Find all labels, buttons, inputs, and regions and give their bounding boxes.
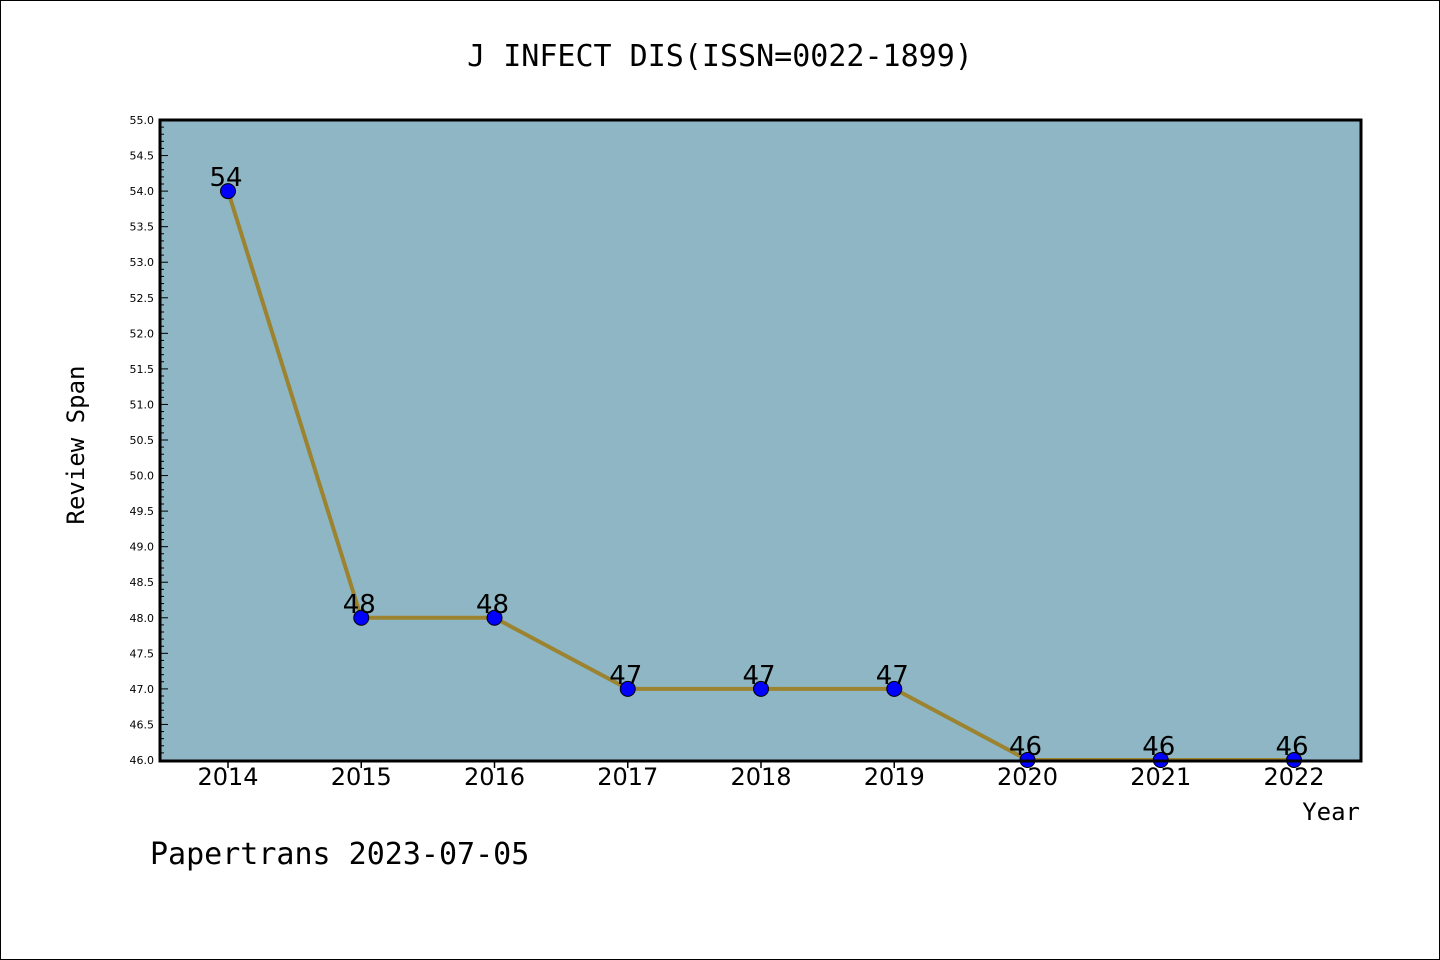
y-tick-label: 55.0 — [130, 114, 155, 127]
y-tick-label: 49.0 — [130, 541, 155, 554]
data-point-label: 54 — [209, 163, 242, 193]
chart-title: J INFECT DIS(ISSN=0022-1899) — [467, 39, 973, 74]
data-point-label: 47 — [876, 661, 909, 691]
data-point-label: 47 — [742, 661, 775, 691]
data-point-marker — [619, 680, 636, 697]
y-tick-label: 51.0 — [130, 398, 155, 411]
x-tick-label: 2018 — [730, 763, 791, 791]
plot-border — [158, 118, 1363, 763]
y-tick-label: 54.0 — [130, 185, 155, 198]
data-point-label: 48 — [476, 590, 509, 620]
data-point-marker — [353, 609, 370, 626]
x-tick-label: 2014 — [197, 763, 258, 791]
y-tick-label: 51.5 — [130, 363, 155, 376]
footer-credit: Papertrans 2023-07-05 — [150, 837, 529, 872]
plot-area — [160, 120, 1361, 761]
y-tick-label: 50.0 — [130, 470, 155, 483]
data-point-label: 46 — [1009, 732, 1042, 762]
data-point-marker — [753, 680, 769, 697]
y-tick-label: 47.0 — [130, 683, 155, 696]
y-axis-label: Review Span — [62, 366, 90, 525]
y-tick-label: 53.5 — [130, 221, 155, 234]
data-point-marker — [886, 680, 903, 697]
data-point-label: 47 — [609, 661, 642, 691]
y-tick-label: 48.5 — [130, 576, 155, 589]
data-point-marker — [486, 609, 503, 626]
data-point-label: 46 — [1142, 732, 1175, 762]
x-tick-label: 2015 — [331, 763, 392, 791]
data-point-label: 48 — [343, 590, 376, 620]
y-tick-label: 47.5 — [130, 647, 155, 660]
x-axis-label: Year — [1302, 798, 1360, 826]
data-point-marker — [220, 183, 236, 200]
y-tick-label: 46.5 — [130, 718, 155, 731]
x-tick-label: 2016 — [464, 763, 525, 791]
y-tick-label: 50.5 — [130, 434, 155, 447]
y-tick-label: 53.0 — [130, 256, 155, 269]
data-point-label: 46 — [1275, 732, 1308, 762]
y-tick-label: 52.0 — [130, 327, 155, 340]
y-tick-label: 52.5 — [130, 292, 155, 305]
y-tick-label: 46.0 — [130, 754, 155, 767]
x-tick-label: 2019 — [864, 763, 925, 791]
x-tick-label: 2017 — [597, 763, 658, 791]
y-tick-label: 54.5 — [130, 150, 155, 163]
y-tick-label: 49.5 — [130, 505, 155, 518]
y-tick-label: 48.0 — [130, 612, 155, 625]
x-axis: 2014 2015 2016 2017 2018 2019 2020 2021 2022 — [197, 761, 1325, 791]
y-axis: 46.0 46.5 47.0 47.5 48.0 48.5 49.0 49.5 50.0 50.5… — [130, 114, 168, 767]
